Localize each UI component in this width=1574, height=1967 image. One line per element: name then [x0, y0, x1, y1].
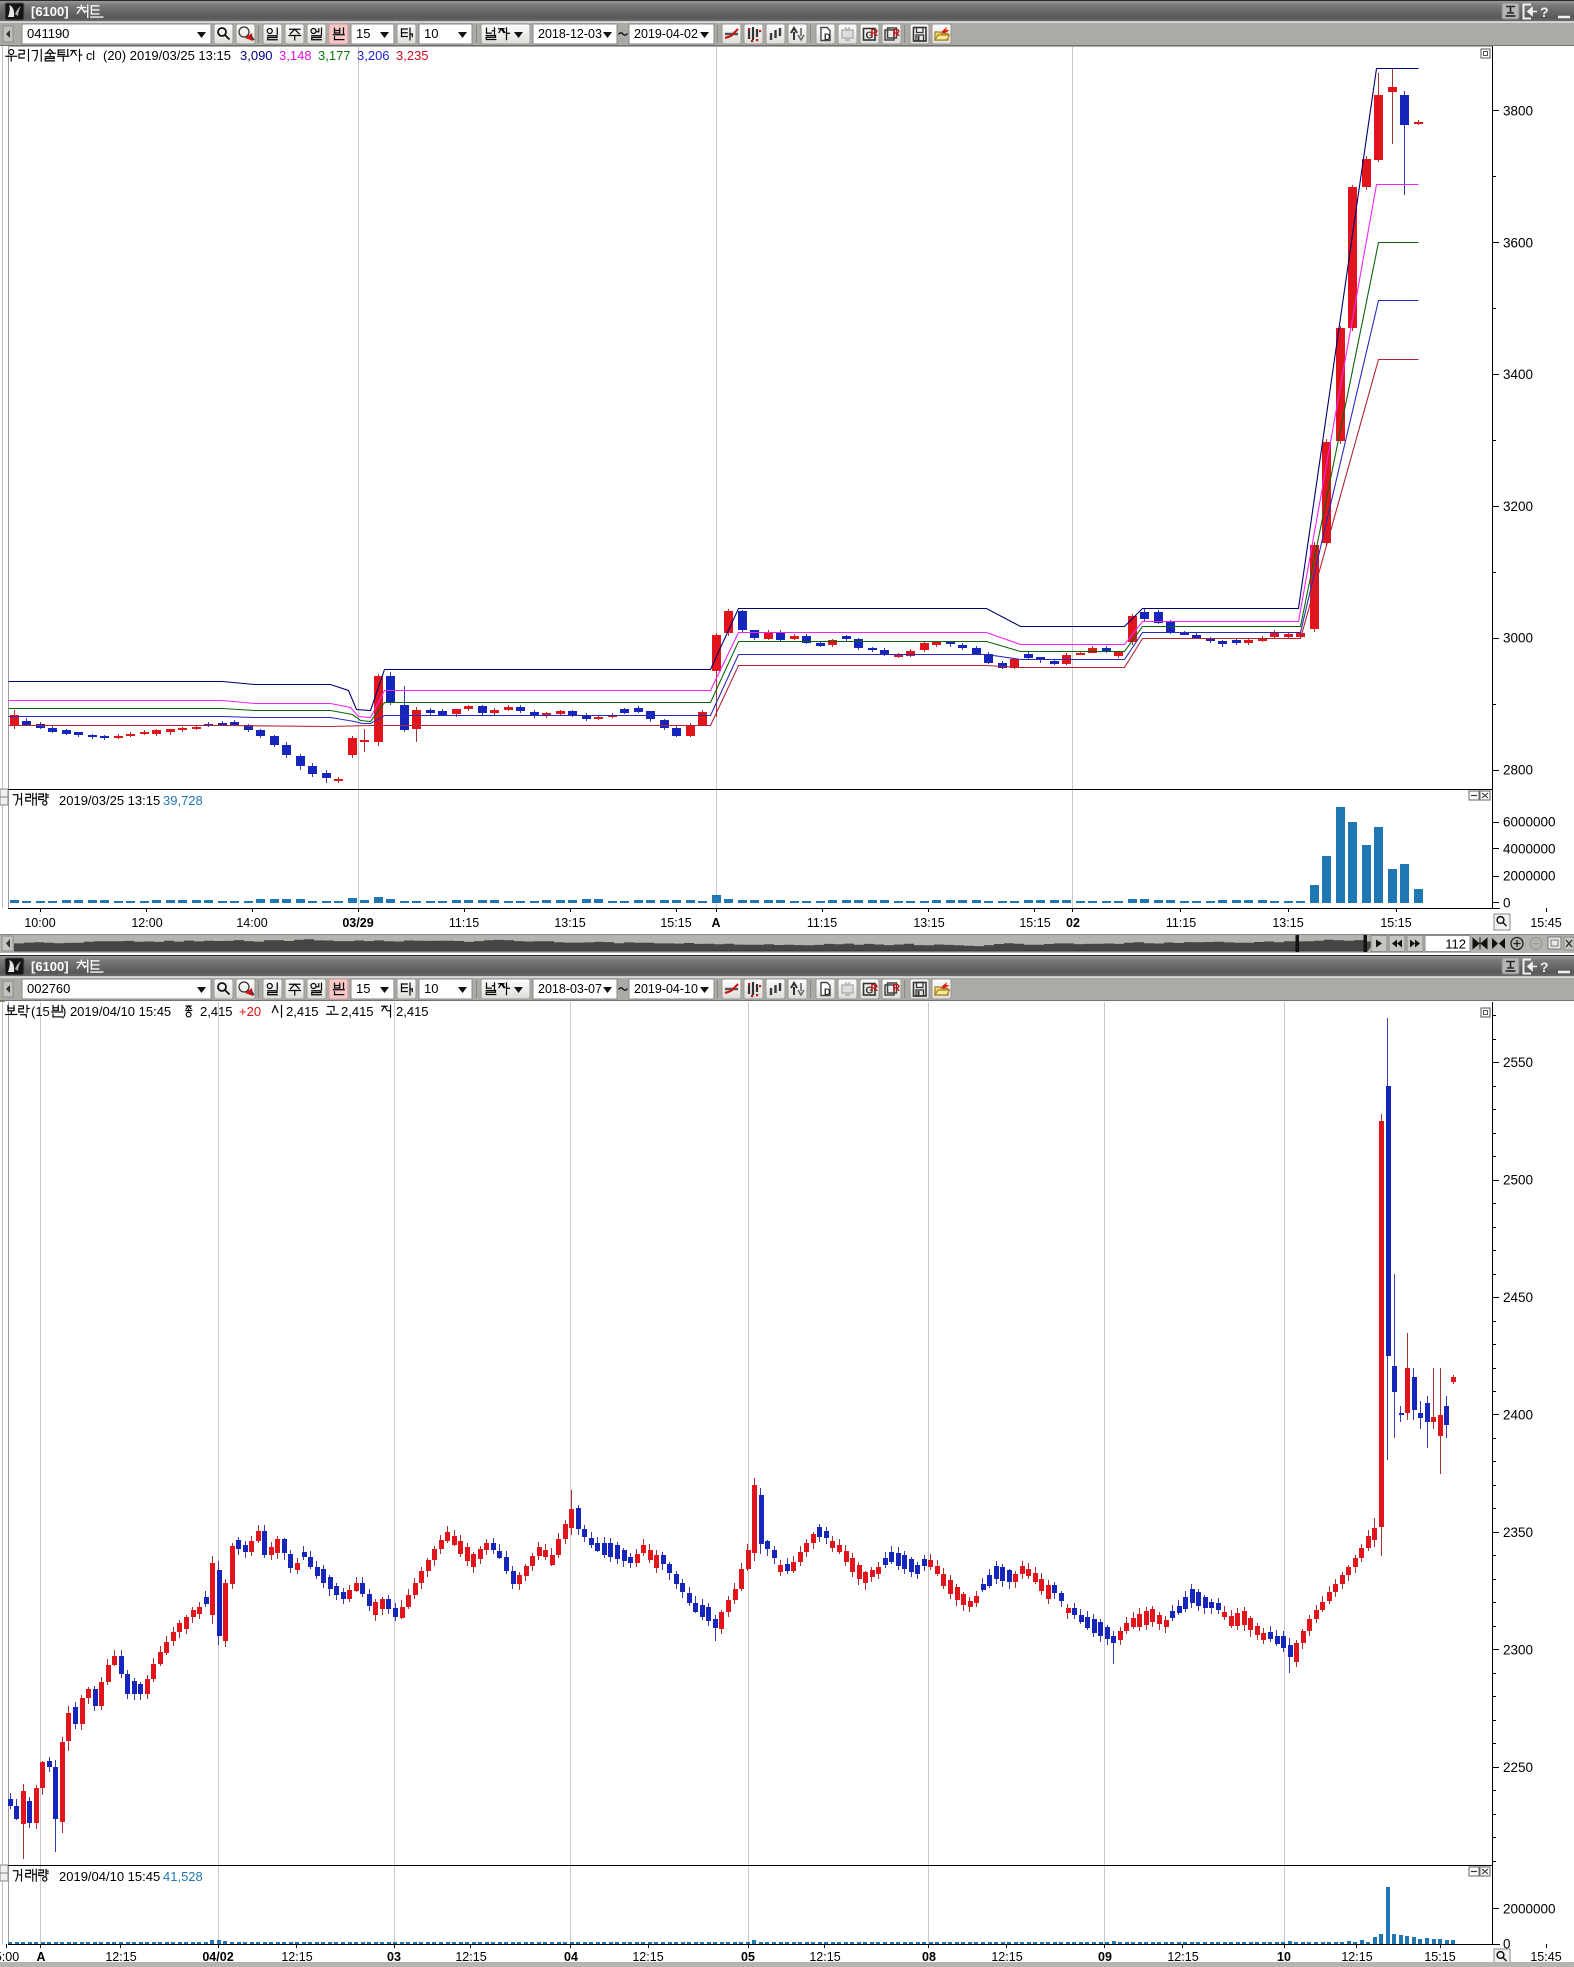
svg-text:2000000: 2000000: [1503, 869, 1556, 884]
svg-text:03/29: 03/29: [342, 916, 373, 930]
svg-text:(20) 2019/03/25 13:15: (20) 2019/03/25 13:15: [103, 48, 231, 63]
svg-text:G: G: [866, 31, 874, 42]
svg-text:3,090: 3,090: [240, 48, 273, 63]
svg-text:13:15: 13:15: [1272, 916, 1303, 930]
svg-text:15:15: 15:15: [660, 916, 691, 930]
svg-text:041190: 041190: [27, 26, 69, 41]
svg-text:15: 15: [356, 26, 370, 41]
svg-text:2018-12-03: 2018-12-03: [538, 27, 602, 41]
svg-text:2019/04/10 15:45: 2019/04/10 15:45: [59, 1869, 160, 1884]
svg-text:10:00: 10:00: [24, 916, 55, 930]
svg-text:39,728: 39,728: [163, 793, 203, 808]
svg-text:) 2019/04/10 15:45: ) 2019/04/10 15:45: [62, 1004, 171, 1019]
svg-text:2019/03/25 13:15: 2019/03/25 13:15: [59, 793, 160, 808]
svg-text:12:15: 12:15: [281, 1950, 312, 1964]
svg-text:3800: 3800: [1503, 104, 1533, 119]
svg-text:11:15: 11:15: [1166, 916, 1196, 930]
svg-text:A: A: [36, 1950, 45, 1964]
svg-text:2,415: 2,415: [341, 1004, 374, 1019]
svg-text:D: D: [824, 987, 831, 997]
svg-text:3,206: 3,206: [357, 48, 390, 63]
svg-text:G: G: [866, 986, 874, 997]
svg-text:R: R: [871, 982, 879, 994]
svg-text:?: ?: [1540, 4, 1549, 20]
svg-text:3400: 3400: [1503, 367, 1533, 382]
svg-text:2800: 2800: [1503, 763, 1533, 778]
svg-text:5:00: 5:00: [0, 1950, 19, 1964]
svg-text:12:15: 12:15: [991, 1950, 1022, 1964]
svg-text:2300: 2300: [1503, 1642, 1533, 1657]
svg-text:2500: 2500: [1503, 1173, 1533, 1188]
svg-text:4000000: 4000000: [1503, 842, 1556, 857]
svg-text:3200: 3200: [1503, 499, 1533, 514]
svg-text:2,415: 2,415: [286, 1004, 319, 1019]
svg-text:3,177: 3,177: [318, 48, 351, 63]
svg-text:12:15: 12:15: [1167, 1950, 1198, 1964]
svg-text:03: 03: [387, 1950, 401, 1964]
svg-text:002760: 002760: [27, 981, 70, 996]
svg-text:15:15: 15:15: [1019, 916, 1050, 930]
svg-text:11:15: 11:15: [449, 916, 479, 930]
svg-text:6000000: 6000000: [1503, 815, 1556, 830]
svg-text:10: 10: [424, 981, 438, 996]
svg-text:D: D: [824, 32, 831, 42]
svg-text:12:15: 12:15: [632, 1950, 663, 1964]
svg-text:2018-03-07: 2018-03-07: [538, 982, 602, 996]
svg-text:12:00: 12:00: [131, 916, 162, 930]
svg-text:2450: 2450: [1503, 1290, 1533, 1305]
svg-text:13:15: 13:15: [913, 916, 944, 930]
svg-text:12:15: 12:15: [1341, 1950, 1372, 1964]
svg-text:10: 10: [1277, 1950, 1291, 1964]
svg-text:2350: 2350: [1503, 1525, 1533, 1540]
svg-text:05: 05: [741, 1950, 755, 1964]
svg-text:2019-04-10: 2019-04-10: [634, 982, 698, 996]
svg-text:14:00: 14:00: [236, 916, 267, 930]
svg-text:3600: 3600: [1503, 235, 1533, 250]
svg-text:2000000: 2000000: [1503, 1902, 1556, 1917]
svg-text:15:15: 15:15: [1380, 916, 1411, 930]
svg-text:2,415: 2,415: [396, 1004, 429, 1019]
svg-text:13:15: 13:15: [554, 916, 585, 930]
svg-text:3,148: 3,148: [279, 48, 312, 63]
svg-text:A: A: [711, 916, 720, 930]
svg-text:2400: 2400: [1503, 1408, 1533, 1423]
svg-text:08: 08: [922, 1950, 936, 1964]
svg-text:0: 0: [1503, 896, 1511, 911]
svg-text:2,415: 2,415: [200, 1004, 233, 1019]
svg-text:?: ?: [1540, 959, 1549, 975]
svg-text:+20: +20: [239, 1004, 261, 1019]
svg-text:cl: cl: [86, 49, 95, 63]
svg-text:04/02: 04/02: [202, 1950, 233, 1964]
svg-text:R: R: [893, 982, 901, 994]
svg-text:15:45: 15:45: [1530, 916, 1561, 930]
svg-text:2250: 2250: [1503, 1760, 1533, 1775]
svg-text:[6100]: [6100]: [31, 4, 69, 19]
svg-text:09: 09: [1098, 1950, 1112, 1964]
svg-text:0: 0: [1503, 1937, 1511, 1952]
svg-text:R: R: [893, 27, 901, 39]
svg-text:15: 15: [356, 981, 370, 996]
svg-text:11:15: 11:15: [807, 916, 837, 930]
svg-text:15:15: 15:15: [1424, 1950, 1455, 1964]
svg-text:15:45: 15:45: [1530, 1950, 1561, 1964]
svg-text:[6100]: [6100]: [31, 959, 69, 974]
svg-text:04: 04: [564, 1950, 578, 1964]
svg-text:41,528: 41,528: [163, 1869, 203, 1884]
svg-text:2019-04-02: 2019-04-02: [634, 27, 698, 41]
svg-text:(15: (15: [31, 1004, 50, 1019]
svg-text:2550: 2550: [1503, 1055, 1533, 1070]
svg-text:3,235: 3,235: [396, 48, 429, 63]
svg-text:12:15: 12:15: [455, 1950, 486, 1964]
svg-text:12:15: 12:15: [809, 1950, 840, 1964]
svg-text:3000: 3000: [1503, 631, 1533, 646]
svg-text:R: R: [871, 27, 879, 39]
svg-text:10: 10: [424, 26, 438, 41]
svg-text:112: 112: [1445, 937, 1466, 952]
svg-text:02: 02: [1066, 916, 1080, 930]
svg-text:12:15: 12:15: [105, 1950, 136, 1964]
